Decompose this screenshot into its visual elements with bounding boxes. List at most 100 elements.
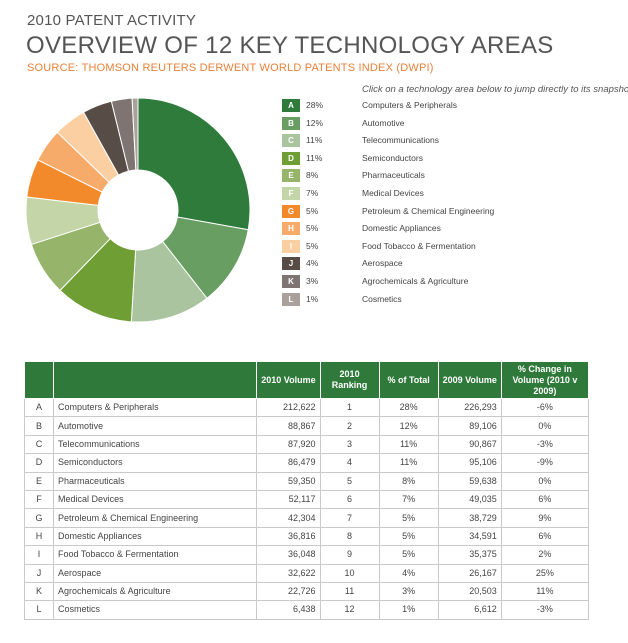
legend-label: Aerospace — [362, 258, 403, 269]
cell-pct: 3% — [378, 581, 439, 602]
cell-vol2010: 59,350 — [256, 471, 321, 491]
cell-change: 6% — [500, 526, 590, 547]
legend-item-c[interactable]: C 11% Telecommunications — [282, 134, 612, 148]
legend-item-a[interactable]: A 28% Computers & Peripherals — [282, 99, 612, 112]
table-row[interactable]: J Aerospace 32,622 10 4% 26,167 25% — [23, 563, 590, 583]
cell-change: 6% — [500, 489, 590, 510]
cell-area[interactable]: Agrochemicals & Agriculture — [53, 581, 258, 602]
cell-area[interactable]: Petroleum & Chemical Engineering — [53, 508, 258, 528]
donut-slice-a[interactable] — [137, 97, 251, 231]
cell-area[interactable]: Telecommunications — [53, 434, 258, 455]
header-rank: 2010 Ranking — [319, 361, 380, 399]
cell-change: -3% — [500, 434, 590, 455]
cell-area[interactable]: Computers & Peripherals — [53, 397, 258, 418]
cell-id: C — [23, 434, 55, 455]
legend-item-l[interactable]: L 1% Cosmetics — [282, 292, 612, 306]
cell-area[interactable]: Automotive — [53, 416, 258, 436]
donut-slice-l[interactable] — [131, 97, 139, 171]
legend-item-f[interactable]: F 7% Medical Devices — [282, 187, 612, 200]
cell-vol2009: 20,503 — [437, 581, 502, 602]
cell-area[interactable]: Cosmetics — [53, 600, 258, 620]
header-vol2010: 2010 Volume — [256, 361, 321, 399]
cell-pct: 12% — [378, 416, 439, 436]
cell-pct: 28% — [378, 397, 439, 418]
cell-pct: 7% — [378, 489, 439, 510]
legend-item-i[interactable]: I 5% Food Tobacco & Fermentation — [282, 239, 612, 253]
table-row[interactable]: C Telecommunications 87,920 3 11% 90,867 -3% — [23, 434, 590, 455]
cell-area[interactable]: Pharmaceuticals — [53, 471, 258, 491]
table-row[interactable]: G Petroleum & Chemical Engineering 42,304 7… — [23, 508, 590, 528]
legend-swatch: E — [282, 169, 300, 183]
cell-change: -6% — [500, 397, 590, 418]
cell-change: 0% — [500, 416, 590, 436]
legend-item-e[interactable]: E 8% Pharmaceuticals — [282, 169, 612, 183]
header-vol2009: 2009 Volume — [437, 361, 502, 399]
table-row[interactable]: H Domestic Appliances 36,816 8 5% 34,591 6% — [23, 526, 590, 547]
cell-id: A — [23, 397, 55, 418]
legend-pct: 12% — [306, 117, 324, 128]
cell-area[interactable]: Domestic Appliances — [53, 526, 258, 547]
legend-pct: 11% — [306, 135, 323, 146]
cell-vol2009: 90,867 — [437, 434, 502, 455]
table-row[interactable]: A Computers & Peripherals 212,622 1 28% 226,2… — [23, 397, 590, 418]
cell-vol2009: 35,375 — [437, 545, 502, 565]
cell-vol2009: 38,729 — [437, 508, 502, 528]
cell-rank: 3 — [319, 434, 380, 455]
cell-id: D — [23, 453, 55, 473]
table-row[interactable]: L Cosmetics 6,438 12 1% 6,612 -3% — [23, 600, 590, 620]
cell-vol2010: 32,622 — [256, 563, 321, 583]
legend-swatch: D — [282, 151, 300, 165]
legend-swatch: H — [282, 222, 300, 236]
cell-id: F — [23, 489, 55, 510]
cell-area[interactable]: Food Tobacco & Fermentation — [53, 545, 258, 565]
header-pct: % of Total — [378, 361, 439, 399]
cell-vol2010: 22,726 — [256, 581, 321, 602]
legend-swatch: K — [282, 275, 300, 288]
legend-pct: 7% — [306, 188, 319, 198]
table-row[interactable]: B Automotive 88,867 2 12% 89,106 0% — [23, 416, 590, 436]
cell-id: L — [23, 600, 55, 620]
donut-chart[interactable] — [20, 92, 256, 328]
legend-item-j[interactable]: J 4% Aerospace — [282, 257, 612, 271]
legend-item-h[interactable]: H 5% Domestic Appliances — [282, 222, 612, 236]
legend-pct: 8% — [306, 170, 319, 181]
cell-area[interactable]: Medical Devices — [53, 489, 258, 510]
table-row[interactable]: D Semiconductors 86,479 4 11% 95,106 -9% — [23, 453, 590, 473]
cell-vol2010: 88,867 — [256, 416, 321, 436]
cell-vol2010: 42,304 — [256, 508, 321, 528]
legend-item-b[interactable]: B 12% Automotive — [282, 116, 612, 130]
cell-vol2010: 52,117 — [256, 489, 321, 510]
cell-change: -3% — [500, 600, 590, 620]
table-row[interactable]: K Agrochemicals & Agriculture 22,726 11 3% 20… — [23, 581, 590, 602]
cell-vol2010: 212,622 — [256, 397, 321, 418]
legend-item-k[interactable]: K 3% Agrochemicals & Agriculture — [282, 275, 612, 288]
legend-label: Telecommunications — [362, 135, 440, 146]
legend-item-g[interactable]: G 5% Petroleum & Chemical Engineering — [282, 204, 612, 218]
legend-pct: 3% — [306, 276, 319, 286]
cell-area[interactable]: Semiconductors — [53, 453, 258, 473]
table-row[interactable]: F Medical Devices 52,117 6 7% 49,035 6% — [23, 489, 590, 510]
cell-id: J — [23, 563, 55, 583]
table-row[interactable]: I Food Tobacco & Fermentation 36,048 9 5% 35,… — [23, 545, 590, 565]
legend-label: Agrochemicals & Agriculture — [362, 276, 469, 286]
cell-id: G — [23, 508, 55, 528]
patent-table: 2010 Volume 2010 Ranking % of Total 2009… — [23, 361, 590, 620]
cell-rank: 2 — [319, 416, 380, 436]
cell-rank: 6 — [319, 489, 380, 510]
cell-pct: 5% — [378, 545, 439, 565]
legend-swatch: A — [282, 99, 300, 112]
cell-vol2010: 36,048 — [256, 545, 321, 565]
cell-vol2010: 86,479 — [256, 453, 321, 473]
legend-pct: 5% — [306, 223, 319, 234]
table-row[interactable]: E Pharmaceuticals 59,350 5 8% 59,638 0% — [23, 471, 590, 491]
legend-label: Food Tobacco & Fermentation — [362, 240, 476, 251]
legend-label: Computers & Peripherals — [362, 100, 457, 110]
cell-area[interactable]: Aerospace — [53, 563, 258, 583]
header-change: % Change in Volume (2010 v 2009) — [500, 361, 590, 399]
cell-rank: 10 — [319, 563, 380, 583]
source-line: SOURCE: THOMSON REUTERS DERWENT WORLD PA… — [27, 62, 434, 74]
cell-id: E — [23, 471, 55, 491]
legend-swatch: F — [282, 187, 300, 200]
legend-item-d[interactable]: D 11% Semiconductors — [282, 151, 612, 165]
cell-rank: 11 — [319, 581, 380, 602]
